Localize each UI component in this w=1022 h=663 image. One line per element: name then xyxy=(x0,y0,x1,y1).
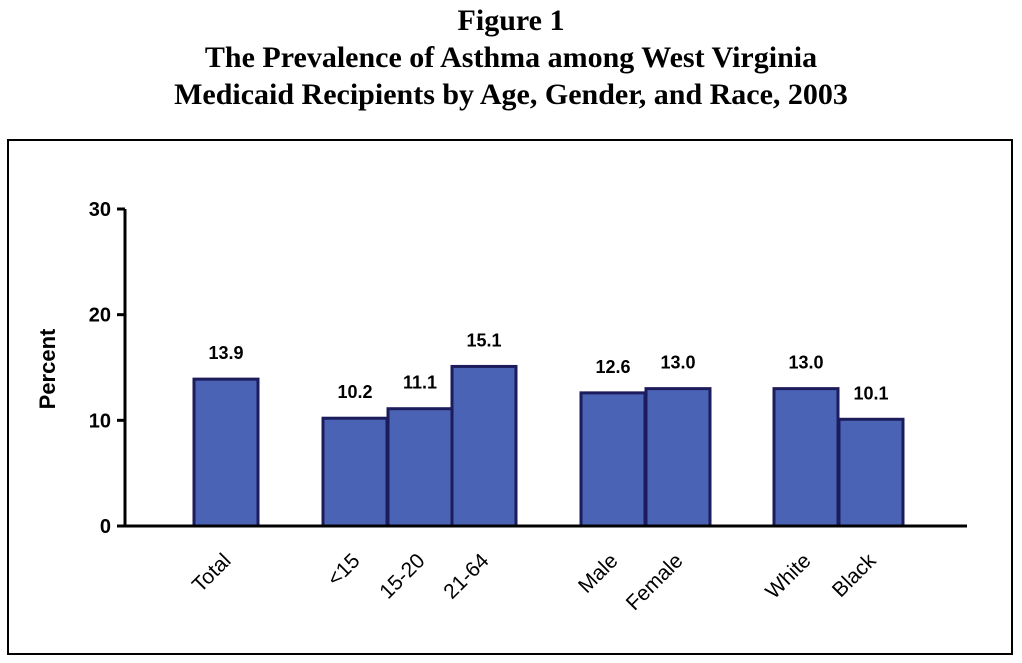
bar-male xyxy=(579,391,647,528)
figure-title-line-1: The Prevalence of Asthma among West Virg… xyxy=(204,41,818,74)
bar-white xyxy=(772,387,840,528)
y-tick-label-20: 20 xyxy=(89,305,111,327)
bar-female xyxy=(644,387,712,528)
y-tick-label-0: 0 xyxy=(100,516,111,538)
category-label-male: Male xyxy=(574,549,622,597)
bar-21-64 xyxy=(450,364,518,528)
data-label-lt-15: 10.2 xyxy=(337,382,372,402)
category-label-lt-15: <15 xyxy=(323,549,364,590)
data-label-15-20: 11.1 xyxy=(403,373,437,393)
y-tick-label-10: 10 xyxy=(89,410,111,432)
y-axis-title: Percent xyxy=(35,328,60,409)
figure-number: Figure 1 xyxy=(457,4,565,37)
data-label-female: 13.0 xyxy=(660,353,695,373)
data-label-male: 12.6 xyxy=(595,357,630,377)
category-label-female: Female xyxy=(622,549,688,615)
bar-15-20 xyxy=(386,407,454,528)
category-label-total: Total xyxy=(188,549,236,597)
figure-title: Figure 1 The Prevalence of Asthma among … xyxy=(0,2,1022,113)
bar-total xyxy=(192,377,260,528)
bar-chart: 0 10 20 30 Percent 13.9 10.2 11.1 15.1 12.6 13.0 13… xyxy=(35,199,967,615)
category-label-white: White xyxy=(761,549,815,603)
bar-lt-15 xyxy=(321,416,389,528)
data-label-white: 13.0 xyxy=(788,353,823,373)
figure-title-line-2: Medicaid Recipients by Age, Gender, and … xyxy=(174,78,848,111)
data-label-21-64: 15.1 xyxy=(466,330,501,350)
data-label-black: 10.1 xyxy=(853,383,888,403)
y-tick-label-30: 30 xyxy=(89,199,111,221)
category-label-black: Black xyxy=(828,549,881,602)
category-label-21-64: 21-64 xyxy=(439,549,493,603)
chart-frame: 0 10 20 30 Percent 13.9 10.2 11.1 15.1 12.6 13.0 13… xyxy=(7,139,1013,655)
category-label-15-20: 15-20 xyxy=(375,549,429,603)
data-label-total: 13.9 xyxy=(208,343,243,363)
bar-black xyxy=(837,417,905,528)
